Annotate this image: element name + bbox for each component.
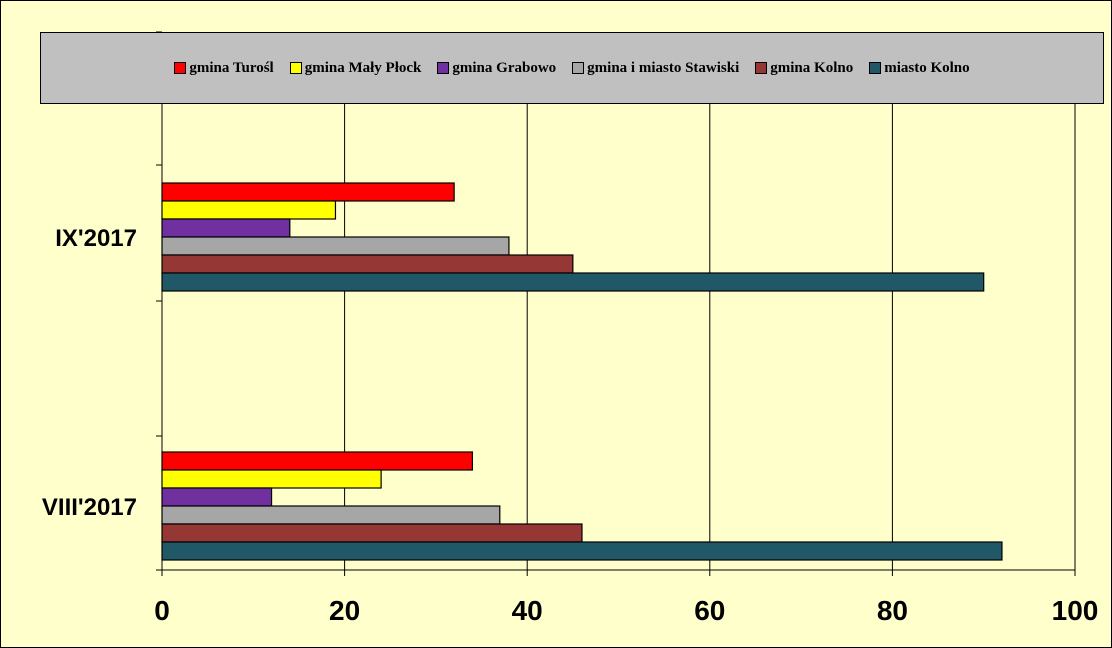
legend-label: gmina Turośl bbox=[189, 59, 274, 76]
x-tick-label: 40 bbox=[512, 595, 543, 626]
bar bbox=[161, 218, 291, 238]
legend-swatch bbox=[174, 62, 187, 74]
bar bbox=[161, 182, 455, 202]
x-tick-label: 0 bbox=[154, 595, 170, 626]
category-label: VIII'2017 bbox=[42, 494, 137, 521]
bar bbox=[161, 541, 1003, 561]
bar bbox=[161, 272, 985, 292]
legend-item: gmina Turośl bbox=[174, 59, 274, 77]
legend-item: gmina i miasto Stawiski bbox=[572, 60, 739, 77]
legend-item: gmina Grabowo bbox=[437, 60, 556, 77]
legend-item: miasto Kolno bbox=[869, 59, 970, 77]
legend-item: gmina Mały Płock bbox=[289, 59, 422, 77]
legend-label: gmina Kolno bbox=[770, 59, 854, 76]
legend: gmina Turośl gmina Mały Płock gmina Grabow… bbox=[40, 32, 1104, 104]
bar bbox=[161, 236, 510, 256]
legend-swatch bbox=[437, 62, 450, 74]
legend-label: miasto Kolno bbox=[884, 59, 970, 76]
legend-label: gmina i miasto Stawiski bbox=[587, 59, 740, 76]
bar bbox=[161, 469, 382, 489]
legend-swatch bbox=[572, 62, 585, 74]
x-tick-label: 80 bbox=[877, 595, 908, 626]
bar bbox=[161, 505, 501, 525]
x-tick-label: 20 bbox=[329, 595, 360, 626]
x-tick-label: 100 bbox=[1052, 595, 1099, 626]
bar bbox=[161, 523, 583, 543]
bar bbox=[161, 451, 474, 471]
legend-label: gmina Mały Płock bbox=[304, 59, 422, 76]
bar bbox=[161, 487, 273, 507]
legend-swatch bbox=[289, 62, 302, 74]
legend-label: gmina Grabowo bbox=[452, 59, 557, 76]
x-tick-label: 60 bbox=[694, 595, 725, 626]
legend-swatch bbox=[869, 62, 882, 74]
category-label: IX'2017 bbox=[55, 225, 137, 252]
legend-swatch bbox=[755, 62, 768, 74]
bar bbox=[161, 200, 337, 220]
legend-item: gmina Kolno bbox=[755, 60, 853, 77]
bar bbox=[161, 254, 574, 274]
